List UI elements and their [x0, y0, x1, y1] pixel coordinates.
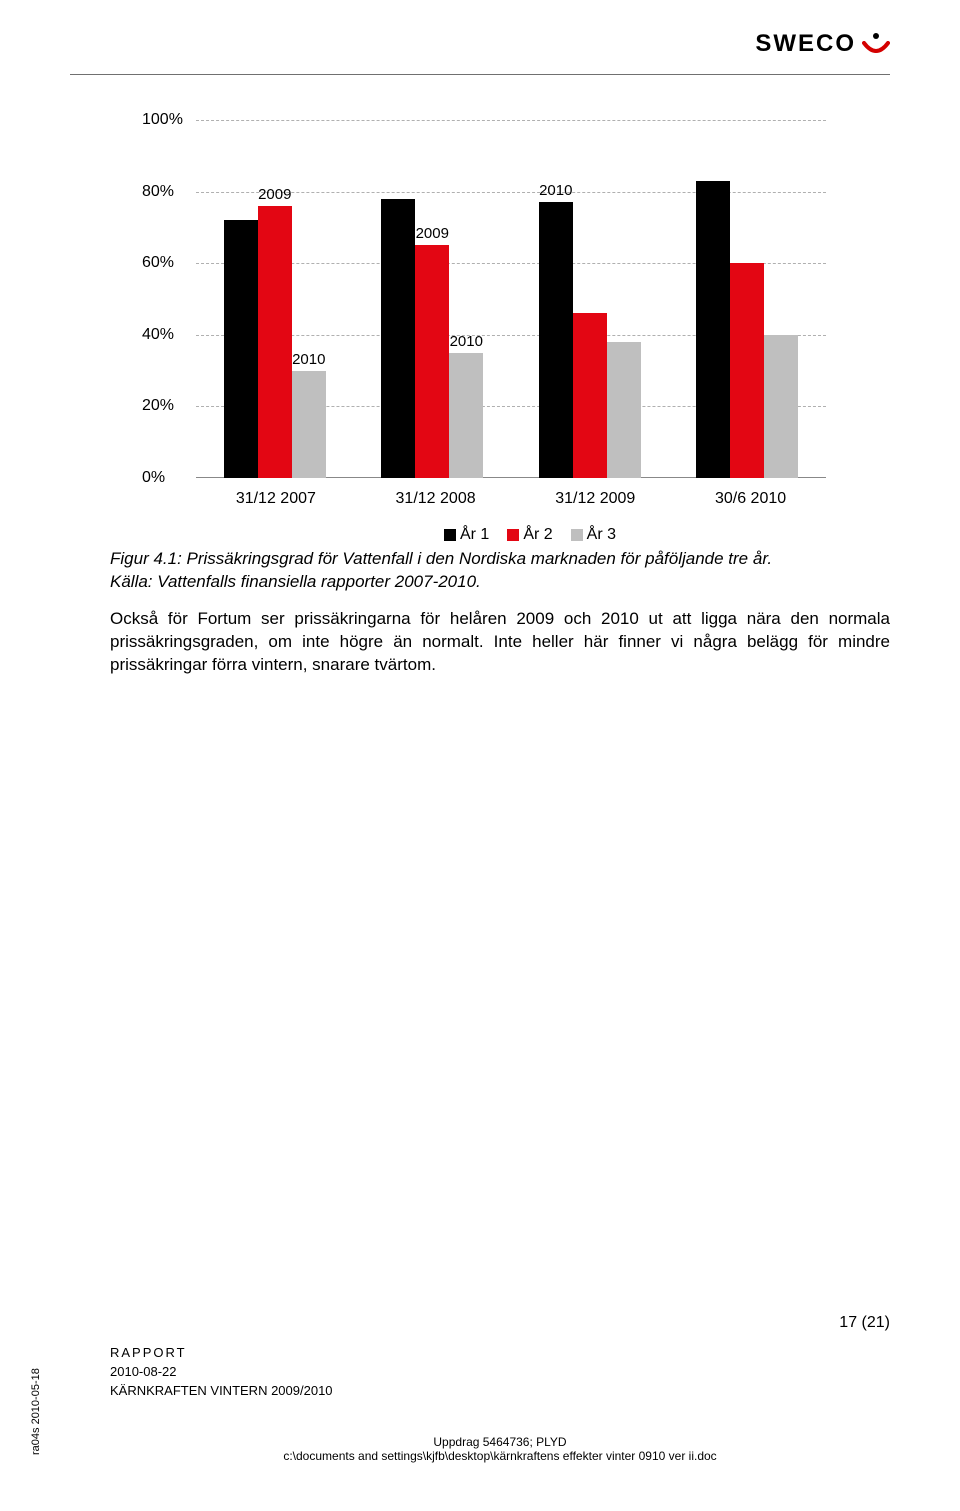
footer-path: c:\documents and settings\kjfb\desktop\k…	[110, 1449, 890, 1463]
legend-item: År 1	[444, 526, 489, 544]
page-footer: 17 (21) RAPPORT 2010-08-22 KÄRNKRAFTEN V…	[110, 1314, 890, 1463]
y-axis-label: 80%	[142, 183, 174, 201]
chart-bar	[730, 263, 764, 478]
bar-annotation: 2010	[450, 333, 483, 350]
bar-group: 20092010	[381, 199, 483, 478]
footer-info: RAPPORT 2010-08-22 KÄRNKRAFTEN VINTERN 2…	[110, 1344, 890, 1401]
legend-item: År 3	[571, 526, 616, 544]
chart-bar	[224, 220, 258, 478]
chart-bar	[381, 199, 415, 478]
y-axis-label: 40%	[142, 326, 174, 344]
legend-swatch-icon	[571, 529, 583, 541]
x-axis-label: 31/12 2009	[555, 490, 635, 508]
bar-group: 2010	[539, 202, 641, 478]
chart-bar	[573, 313, 607, 478]
logo-dot-icon	[873, 33, 879, 39]
footer-date: 2010-08-22	[110, 1363, 890, 1382]
logo-mark-icon	[862, 33, 890, 55]
legend-swatch-icon	[507, 529, 519, 541]
legend-label: År 1	[460, 526, 489, 543]
caption-title: Figur 4.1: Prissäkringsgrad för Vattenfa…	[110, 549, 772, 568]
chart-bar	[764, 335, 798, 478]
bar-groups: 20092010200920102010	[196, 120, 826, 478]
y-axis-label: 20%	[142, 397, 174, 415]
y-axis-label: 60%	[142, 254, 174, 272]
bar-annotation: 2009	[416, 225, 449, 242]
bar-annotation: 2009	[258, 186, 291, 203]
bar-group	[696, 181, 798, 478]
footer-label: RAPPORT	[110, 1344, 890, 1363]
chart-bar: 2010	[449, 353, 483, 478]
logo-arc-icon	[862, 41, 890, 55]
chart-bar: 2010	[292, 371, 326, 478]
chart-bar	[607, 342, 641, 478]
footer-center: Uppdrag 5464736; PLYD c:\documents and s…	[110, 1435, 890, 1463]
chart-bar: 2009	[258, 206, 292, 478]
chart-legend: År 1 År 2 År 3	[170, 526, 890, 544]
x-axis-labels: 31/12 2007 31/12 2008 31/12 2009 30/6 2010	[196, 490, 826, 508]
content-area: 100%80%60%40%20%0%20092010200920102010 3…	[110, 120, 890, 677]
page-number: 17 (21)	[110, 1314, 890, 1332]
legend-item: År 2	[507, 526, 552, 544]
legend-label: År 2	[523, 526, 552, 543]
hedging-chart: 100%80%60%40%20%0%20092010200920102010 3…	[136, 120, 836, 520]
side-code: ra04s 2010-05-18	[30, 1368, 42, 1455]
bar-annotation: 2010	[539, 182, 572, 199]
logo-text: SWECO	[755, 30, 856, 58]
y-axis-label: 0%	[142, 469, 165, 487]
logo: SWECO	[755, 30, 890, 58]
figure-caption: Figur 4.1: Prissäkringsgrad för Vattenfa…	[110, 548, 890, 594]
footer-title: KÄRNKRAFTEN VINTERN 2009/2010	[110, 1382, 890, 1401]
y-axis-label: 100%	[142, 111, 183, 129]
plot-area: 100%80%60%40%20%0%20092010200920102010	[196, 120, 826, 478]
legend-label: År 3	[587, 526, 616, 543]
x-axis-label: 31/12 2008	[396, 490, 476, 508]
chart-bar	[696, 181, 730, 478]
page: SWECO 100%80%60%40%20%0%2009201020092010…	[0, 0, 960, 1511]
bar-annotation: 2010	[292, 351, 325, 368]
caption-source: Källa: Vattenfalls finansiella rapporter…	[110, 572, 481, 591]
x-axis-label: 31/12 2007	[236, 490, 316, 508]
chart-bar: 2010	[539, 202, 573, 478]
body-paragraph: Också för Fortum ser prissäkringarna för…	[110, 608, 890, 677]
x-axis-label: 30/6 2010	[715, 490, 786, 508]
chart-bar: 2009	[415, 245, 449, 478]
bar-group: 20092010	[224, 206, 326, 478]
header-divider	[70, 74, 890, 75]
footer-uppdrag: Uppdrag 5464736; PLYD	[110, 1435, 890, 1449]
legend-swatch-icon	[444, 529, 456, 541]
